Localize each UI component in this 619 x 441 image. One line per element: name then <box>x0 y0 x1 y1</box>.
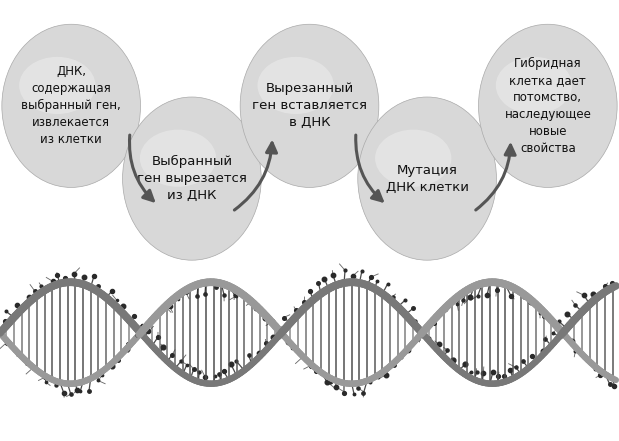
Ellipse shape <box>6 29 137 183</box>
Ellipse shape <box>481 27 615 184</box>
Text: Гибридная
клетка дает
потомство,
наследующее
новые
свойства: Гибридная клетка дает потомство, наследу… <box>504 57 591 155</box>
Ellipse shape <box>4 27 138 184</box>
Ellipse shape <box>249 35 370 177</box>
Ellipse shape <box>2 24 141 187</box>
Ellipse shape <box>10 34 132 178</box>
Ellipse shape <box>480 26 616 186</box>
Ellipse shape <box>367 108 487 250</box>
Ellipse shape <box>3 26 139 186</box>
Ellipse shape <box>258 57 334 114</box>
Ellipse shape <box>245 30 374 181</box>
FancyArrowPatch shape <box>356 135 383 201</box>
Ellipse shape <box>129 105 255 253</box>
Ellipse shape <box>123 97 261 260</box>
FancyArrowPatch shape <box>129 135 154 201</box>
Text: Выбранный
ген вырезается
из ДНК: Выбранный ген вырезается из ДНК <box>137 155 247 202</box>
Ellipse shape <box>8 32 134 180</box>
Ellipse shape <box>131 106 253 251</box>
Ellipse shape <box>482 29 613 183</box>
Ellipse shape <box>361 101 493 256</box>
Text: Мутация
ДНК клетки: Мутация ДНК клетки <box>386 164 469 194</box>
Ellipse shape <box>2 24 141 187</box>
Ellipse shape <box>358 97 496 260</box>
Ellipse shape <box>123 97 261 260</box>
Ellipse shape <box>19 57 95 114</box>
Ellipse shape <box>132 108 252 250</box>
Ellipse shape <box>248 34 371 178</box>
Ellipse shape <box>126 101 258 256</box>
Ellipse shape <box>124 98 260 259</box>
Ellipse shape <box>360 100 494 257</box>
Ellipse shape <box>488 35 608 177</box>
Ellipse shape <box>478 24 617 187</box>
Ellipse shape <box>478 24 617 187</box>
FancyArrowPatch shape <box>235 143 277 210</box>
Ellipse shape <box>128 103 256 254</box>
Ellipse shape <box>246 32 373 180</box>
Ellipse shape <box>496 57 572 114</box>
Ellipse shape <box>243 27 376 184</box>
Ellipse shape <box>241 26 378 186</box>
FancyArrowPatch shape <box>476 145 515 210</box>
Ellipse shape <box>244 29 375 183</box>
Text: Вырезанный
ген вставляется
в ДНК: Вырезанный ген вставляется в ДНК <box>252 82 367 129</box>
Ellipse shape <box>125 100 259 257</box>
Ellipse shape <box>140 130 216 187</box>
Ellipse shape <box>11 35 131 177</box>
Ellipse shape <box>364 105 490 253</box>
Text: ДНК,
содержащая
выбранный ген,
извлекается
из клетки: ДНК, содержащая выбранный ген, извлекает… <box>21 65 121 146</box>
Ellipse shape <box>359 98 495 259</box>
Ellipse shape <box>487 34 609 178</box>
Ellipse shape <box>485 32 610 180</box>
Ellipse shape <box>240 24 379 187</box>
Ellipse shape <box>240 24 379 187</box>
Ellipse shape <box>363 103 491 254</box>
Ellipse shape <box>7 30 136 181</box>
Ellipse shape <box>366 106 488 251</box>
Ellipse shape <box>483 30 612 181</box>
Ellipse shape <box>358 97 496 260</box>
Ellipse shape <box>375 130 451 187</box>
